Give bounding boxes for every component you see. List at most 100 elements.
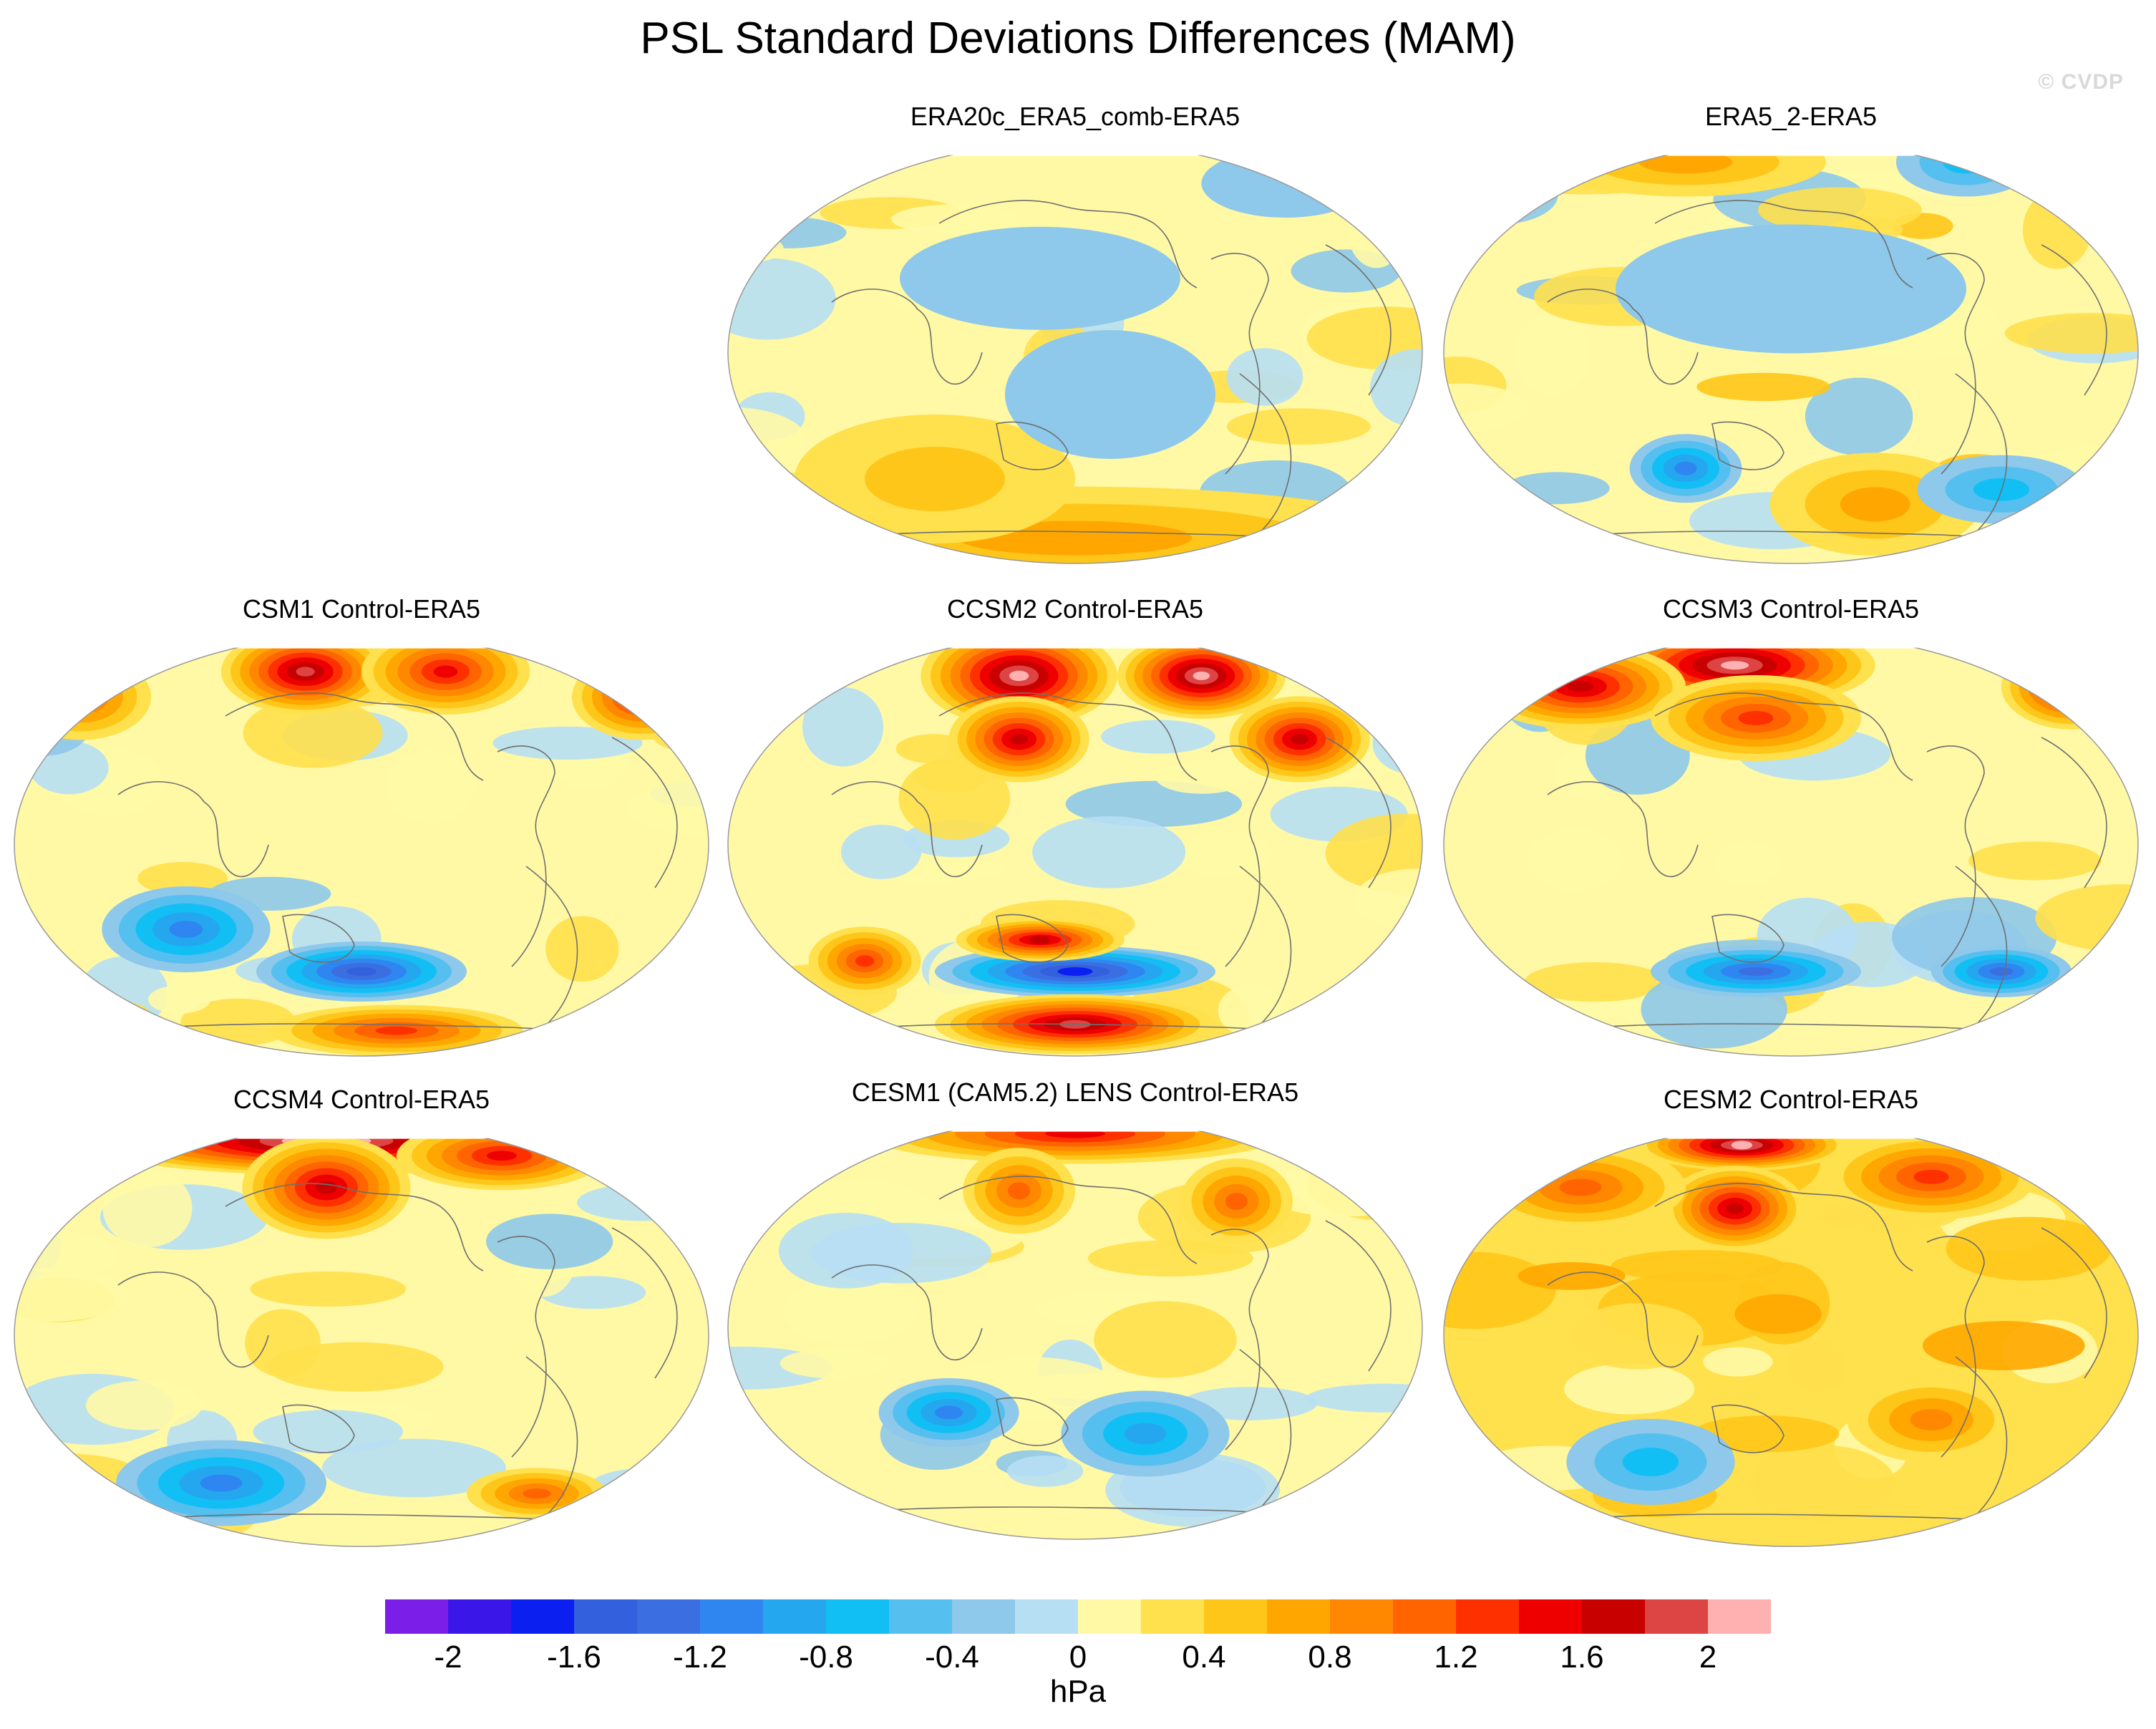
contour-blob: [1989, 967, 2014, 976]
field-patch: [85, 1380, 203, 1430]
field-patch: [243, 697, 383, 768]
colorbar-swatch: [700, 1599, 764, 1634]
contour-blob: [1738, 967, 1774, 976]
field-patch: [14, 1493, 114, 1521]
coastlines: [1547, 1183, 2107, 1522]
colorbar-swatch: [637, 1599, 701, 1634]
field-patch: [891, 204, 1018, 234]
contour-blob: [632, 690, 652, 704]
field-patch: [1374, 698, 1422, 747]
colorbar-swatch: [1267, 1599, 1331, 1634]
contour-blob: [2010, 649, 2133, 725]
contour-blob: [1193, 672, 1210, 680]
contour-blob: [523, 1488, 551, 1499]
field-patch: [1450, 1448, 1518, 1523]
field-patch: [1527, 828, 1623, 891]
contour-blob: [622, 684, 662, 709]
field-patch: [1444, 1470, 1544, 1540]
colorbar-swatch: [1015, 1599, 1079, 1634]
field-patch: [1524, 962, 1666, 1002]
contour-blob: [2054, 675, 2089, 697]
field-patch: [1226, 408, 1371, 445]
field-patch: [1696, 372, 1830, 402]
field-patch: [14, 1474, 79, 1523]
field-patch: [1032, 816, 1186, 888]
field-patch: [1518, 1261, 1626, 1290]
field-patch: [1325, 813, 1422, 893]
contour-blob: [2019, 654, 2125, 719]
top-cut-mask: [1440, 137, 2142, 155]
contour-blob: [1007, 1182, 1031, 1200]
world-map: [1440, 137, 2142, 564]
contour-blob: [1010, 734, 1028, 745]
colorbar-swatch: [511, 1599, 575, 1634]
field-patch: [1946, 1216, 2112, 1281]
contour-blob: [1567, 681, 1594, 692]
top-cut-mask: [1440, 630, 2142, 648]
colorbar-swatch: [1708, 1599, 1771, 1634]
colorbar-swatch: [448, 1599, 512, 1634]
top-cut-mask: [11, 630, 712, 648]
contour-blob: [1291, 734, 1308, 745]
colorbar-swatch: [1519, 1599, 1583, 1634]
contour-blob: [2062, 681, 2081, 692]
colorbar-swatch: [952, 1599, 1016, 1634]
world-map: [724, 630, 1426, 1057]
contour-blob: [602, 672, 682, 722]
colorbar-swatch: [763, 1599, 827, 1634]
colorbar-tick-label: 1.2: [1434, 1640, 1478, 1675]
contour-blob: [1731, 1140, 1753, 1150]
field-patch: [1513, 313, 1591, 395]
field-patch: [1444, 165, 1558, 225]
contour-blob: [1124, 1423, 1167, 1445]
top-cut-mask: [724, 630, 1426, 648]
panel-title: CESM2 Control-ERA5: [1663, 1085, 1919, 1114]
contour-blob: [935, 1405, 963, 1420]
contour-blob: [1009, 670, 1029, 682]
contour-blob: [169, 921, 203, 938]
contour-blob: [2001, 643, 2138, 730]
field-patch: [14, 1504, 140, 1534]
colorbar-swatch: [1393, 1599, 1457, 1634]
watermark-text: © CVDP: [2038, 70, 2124, 94]
contour-blob: [1674, 461, 1697, 475]
contour-blob: [2045, 670, 2098, 703]
contour-blob: [67, 688, 95, 706]
colorbar-swatch: [1141, 1599, 1205, 1634]
colorbar-swatch: [1582, 1599, 1646, 1634]
contour-blob: [296, 667, 315, 677]
field-patch: [841, 824, 922, 879]
colorbar-tick-label: 2: [1699, 1640, 1717, 1675]
contour-blob: [1616, 224, 1966, 354]
field-patch: [1101, 720, 1215, 754]
panel-title: CCSM4 Control-ERA5: [233, 1085, 490, 1114]
contour-blob: [1726, 1203, 1744, 1214]
colorbar-swatch: [889, 1599, 953, 1634]
field-patch: [1444, 383, 1528, 433]
field-patch: [545, 916, 619, 982]
colorbar-swatch: [1645, 1599, 1709, 1634]
contour-blob: [346, 967, 377, 976]
colorbar-units: hPa: [1049, 1674, 1107, 1709]
field-patch: [1734, 1294, 1822, 1335]
field-patch: [250, 1271, 407, 1307]
field-patch: [802, 687, 884, 767]
contour-blob: [200, 1474, 243, 1492]
colorbar-swatch: [1078, 1599, 1142, 1634]
coastlines: [117, 692, 678, 1032]
field-patch: [646, 697, 709, 751]
field-patch: [782, 1278, 920, 1344]
field-patch: [1504, 472, 1610, 505]
field-patch: [780, 1348, 888, 1379]
world-map: [1440, 630, 2142, 1057]
top-cut-mask: [724, 1113, 1426, 1131]
colorbar-tick-label: 0.8: [1308, 1640, 1352, 1675]
colorbar-swatch: [385, 1599, 449, 1634]
colorbar-tick-label: -1.6: [547, 1640, 601, 1675]
colorbar-swatch: [574, 1599, 638, 1634]
contour-blob: [1738, 711, 1774, 725]
field-patch: [608, 1004, 667, 1032]
contour-blob: [1201, 149, 1370, 218]
world-map: [11, 630, 712, 1057]
panel-title: CESM1 (CAM5.2) LENS Control-ERA5: [851, 1077, 1299, 1107]
